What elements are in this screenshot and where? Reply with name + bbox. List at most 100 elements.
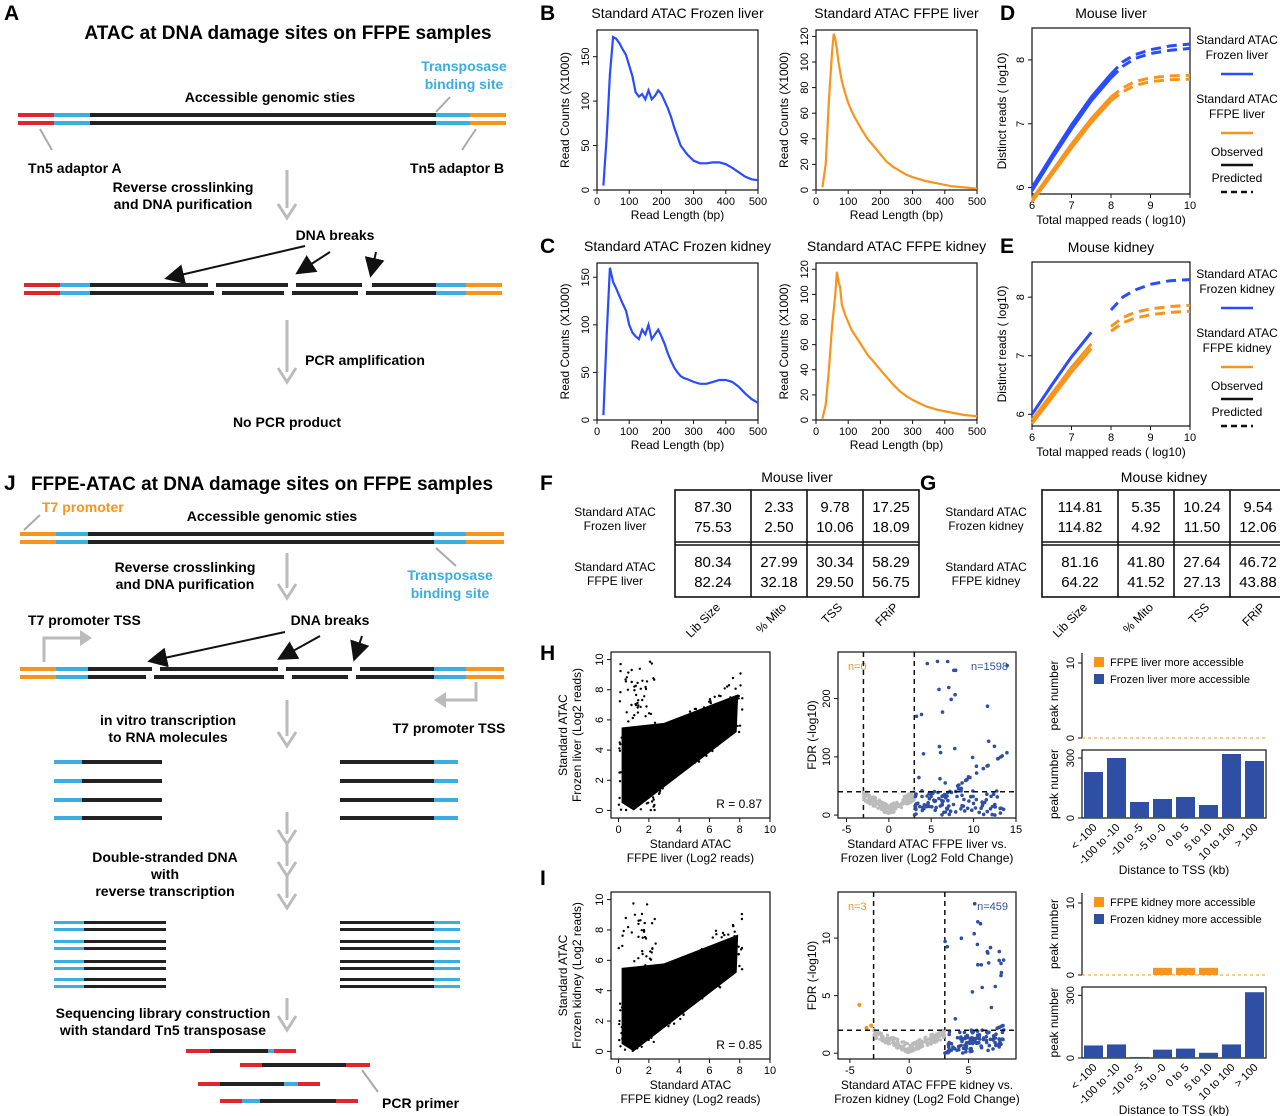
scatter-point (652, 798, 655, 801)
volcano-point-ns (893, 805, 897, 809)
scatter-point (645, 680, 649, 683)
y-tick-label: 8 (594, 687, 606, 693)
scatter-point (671, 769, 675, 773)
y-tick-label: 120 (799, 27, 811, 45)
scatter-point (654, 764, 658, 768)
volcano-point-up (914, 807, 918, 812)
table-cell: 2.33 (764, 499, 793, 516)
scatter-point (734, 687, 737, 690)
scatter-point (679, 998, 682, 1001)
scatter-point (653, 1032, 656, 1035)
x-tick-label: 6 (1029, 432, 1035, 444)
ds-dna-right (340, 921, 460, 988)
y-tick-label: 300 (1065, 986, 1077, 1004)
legend-swatch (1094, 674, 1104, 684)
volcano-point-up (925, 794, 929, 798)
scatter-point (677, 758, 680, 762)
volcano-point-up (922, 806, 926, 811)
x-tick-label: 300 (903, 196, 921, 208)
scatter-point (619, 691, 622, 694)
volcano-point-up (939, 798, 944, 803)
scatter-point (693, 707, 696, 711)
scatter-point (644, 1013, 647, 1017)
scatter-point (705, 982, 709, 985)
scatter-point (650, 800, 654, 803)
scatter-point (705, 959, 708, 963)
table-cell: 12.06 (1239, 519, 1277, 536)
x-tick-label: 10 (1184, 200, 1196, 212)
x-axis-label: Standard ATAC (650, 837, 732, 851)
chart-title: Standard ATAC FFPE liver (814, 5, 979, 21)
scatter-point (618, 1019, 621, 1023)
volcano-point-ns (868, 802, 872, 806)
panel-label-a: A (4, 2, 19, 25)
plot-frame (1081, 749, 1267, 819)
scatter-point (668, 751, 671, 754)
scatter-point (649, 950, 652, 953)
ds-dna-label-3: reverse transcription (95, 883, 234, 899)
scatter-point (671, 999, 674, 1003)
volcano-point-up (999, 973, 1003, 978)
scatter-point (620, 1031, 623, 1035)
observed-line (1030, 73, 1113, 189)
volcano-point-ns (872, 799, 876, 803)
volcano-point-up (976, 920, 980, 924)
scatter-point (645, 955, 648, 958)
scatter-point (633, 805, 636, 808)
volcano-point-up (994, 1043, 998, 1048)
table-cell: 82.24 (694, 574, 732, 591)
scatter-density (621, 694, 739, 811)
scatter-point (671, 966, 674, 969)
volcano-point-up (989, 794, 993, 799)
rna-strand (82, 760, 162, 764)
scatter-point (709, 709, 712, 713)
bar-frozen (1176, 1048, 1195, 1058)
scatter-point (696, 964, 699, 968)
plot-frame (1031, 261, 1191, 427)
scatter-point (631, 748, 634, 751)
panel-j-title: FFPE-ATAC at DNA damage sites on FFPE sa… (31, 474, 493, 495)
scatter-point (718, 967, 722, 970)
bar-frozen (1153, 1049, 1172, 1058)
ds-strand (434, 947, 460, 950)
scatter-point (656, 750, 660, 753)
y-axis-label: Frozen liver (Log2 reads) (570, 668, 584, 802)
scatter-point (629, 1026, 632, 1029)
scatter-point (637, 919, 640, 922)
rna-strand (340, 760, 434, 764)
y-tick-label: 0 (1065, 735, 1077, 741)
volcano-point-up (955, 794, 959, 799)
scatter-point (652, 763, 656, 766)
volcano-point-up (963, 778, 968, 783)
dna-fragment-j (20, 532, 504, 544)
scatter-point (631, 772, 634, 775)
scatter-point (689, 993, 692, 996)
volcano-point-up (919, 712, 924, 717)
x-tick-label: 10 (764, 1065, 776, 1077)
bar-frozen (1107, 758, 1126, 818)
left-count-label: n=3 (848, 901, 867, 913)
scatter-point (644, 964, 647, 967)
panel-a: A ATAC at DNA damage sites on FFPE sampl… (4, 2, 507, 430)
volcano-point-up (976, 962, 980, 967)
scatter-point (631, 1021, 634, 1025)
dna-purification-label-j: and DNA purification (116, 576, 255, 592)
legend-entry: Predicted (1212, 171, 1263, 185)
volcano-point-up (920, 794, 924, 799)
scatter-point (705, 754, 708, 757)
volcano-point-ns (891, 1039, 896, 1044)
scatter-point (637, 704, 640, 707)
scatter-point (637, 922, 640, 926)
scatter-point (653, 721, 657, 724)
x-tick-label: 300 (684, 196, 702, 208)
volcano-point-up (947, 812, 952, 817)
chart-title: Mouse liver (1075, 5, 1147, 21)
volcano-point-ns (886, 1041, 890, 1045)
rna-strand (82, 816, 162, 820)
no-pcr-product-label: No PCR product (233, 414, 341, 430)
volcano-point-up (953, 1017, 958, 1021)
scatter-point (682, 1001, 685, 1004)
scatter-point (619, 743, 622, 746)
bar-ffpe (1176, 967, 1195, 975)
scatter-point (738, 724, 742, 727)
